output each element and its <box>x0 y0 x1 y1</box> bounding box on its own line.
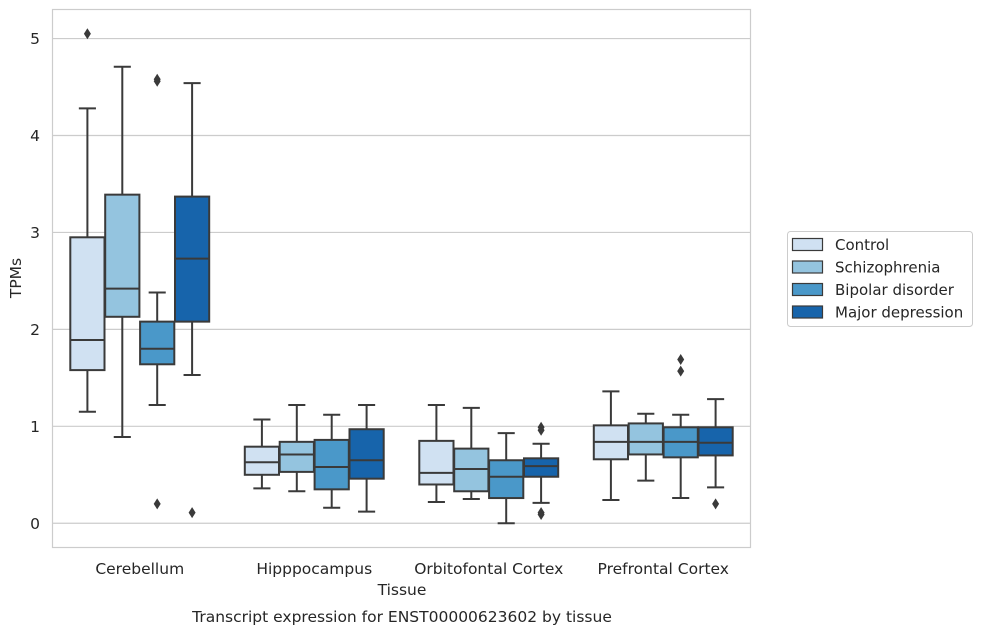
plot-area-frame <box>51 8 752 549</box>
box-major-depression <box>697 398 734 510</box>
legend-label: Control <box>835 236 889 254</box>
iqr-box <box>278 440 315 473</box>
y-tick-label: 2 <box>30 321 40 339</box>
iqr-box <box>697 426 734 457</box>
outlier-point <box>153 73 161 85</box>
y-tick-label: 4 <box>30 127 40 145</box>
box-schizophrenia <box>453 406 490 501</box>
legend-frame <box>787 231 973 327</box>
chart-caption: Transcript expression for ENST0000062360… <box>191 608 612 626</box>
box-schizophrenia <box>104 65 141 438</box>
legend-label: Major depression <box>835 304 963 322</box>
outlier-point <box>188 507 196 519</box>
x-axis-ticks: Cerebellum Hipppocampus Orbitofontal Corte… <box>95 560 729 578</box>
legend-swatch <box>791 237 824 252</box>
iqr-box <box>348 428 385 480</box>
box-control <box>69 28 106 413</box>
boxes <box>69 28 734 525</box>
box-bipolar-disorder <box>488 432 525 525</box>
legend-label: Schizophrenia <box>835 259 940 277</box>
y-axis-ticks: 0 1 2 3 4 5 <box>30 30 40 533</box>
box-schizophrenia <box>627 412 664 482</box>
iqr-box <box>418 439 455 486</box>
iqr-box <box>313 438 350 491</box>
iqr-box <box>139 320 176 366</box>
legend-label: Bipolar disorder <box>835 281 955 299</box>
legend-swatch <box>791 305 824 319</box>
outlier-point <box>153 498 161 510</box>
box-control <box>592 390 630 502</box>
x-tick-label: Hipppocampus <box>256 560 372 578</box>
legend-swatch <box>791 282 824 297</box>
x-tick-label: Prefrontal Cortex <box>598 560 729 578</box>
x-tick-label: Cerebellum <box>95 560 184 578</box>
y-tick-label: 0 <box>30 515 40 533</box>
iqr-box <box>488 459 525 500</box>
outlier-point <box>677 353 685 365</box>
box-major-depression <box>173 82 211 519</box>
outlier-point <box>537 507 545 519</box>
box-control <box>418 404 455 503</box>
outlier-point <box>83 28 91 40</box>
y-tick-label: 3 <box>30 224 40 242</box>
box-schizophrenia <box>278 404 315 493</box>
iqr-box <box>243 445 281 476</box>
iqr-box <box>69 236 106 372</box>
x-axis-label: Tissue <box>377 581 427 599</box>
y-tick-label: 5 <box>30 30 40 48</box>
box-major-depression <box>522 421 560 521</box>
box-bipolar-disorder <box>662 353 699 500</box>
outlier-point <box>712 498 720 510</box>
outlier-point <box>537 421 545 433</box>
iqr-box <box>627 422 664 456</box>
x-tick-label: Orbitofontal Cortex <box>414 560 563 578</box>
legend: Control Schizophrenia Bipolar disorder Majo… <box>787 231 973 327</box>
y-tick-label: 1 <box>30 418 40 436</box>
y-axis-label: TPMs <box>7 258 25 299</box>
legend-items: Control Schizophrenia Bipolar disorder Majo… <box>791 236 963 322</box>
iqr-box <box>522 457 560 478</box>
outlier-point <box>677 365 685 377</box>
box-major-depression <box>348 404 385 513</box>
legend-swatch <box>791 260 824 274</box>
iqr-box <box>104 193 141 318</box>
box-bipolar-disorder <box>139 73 176 510</box>
